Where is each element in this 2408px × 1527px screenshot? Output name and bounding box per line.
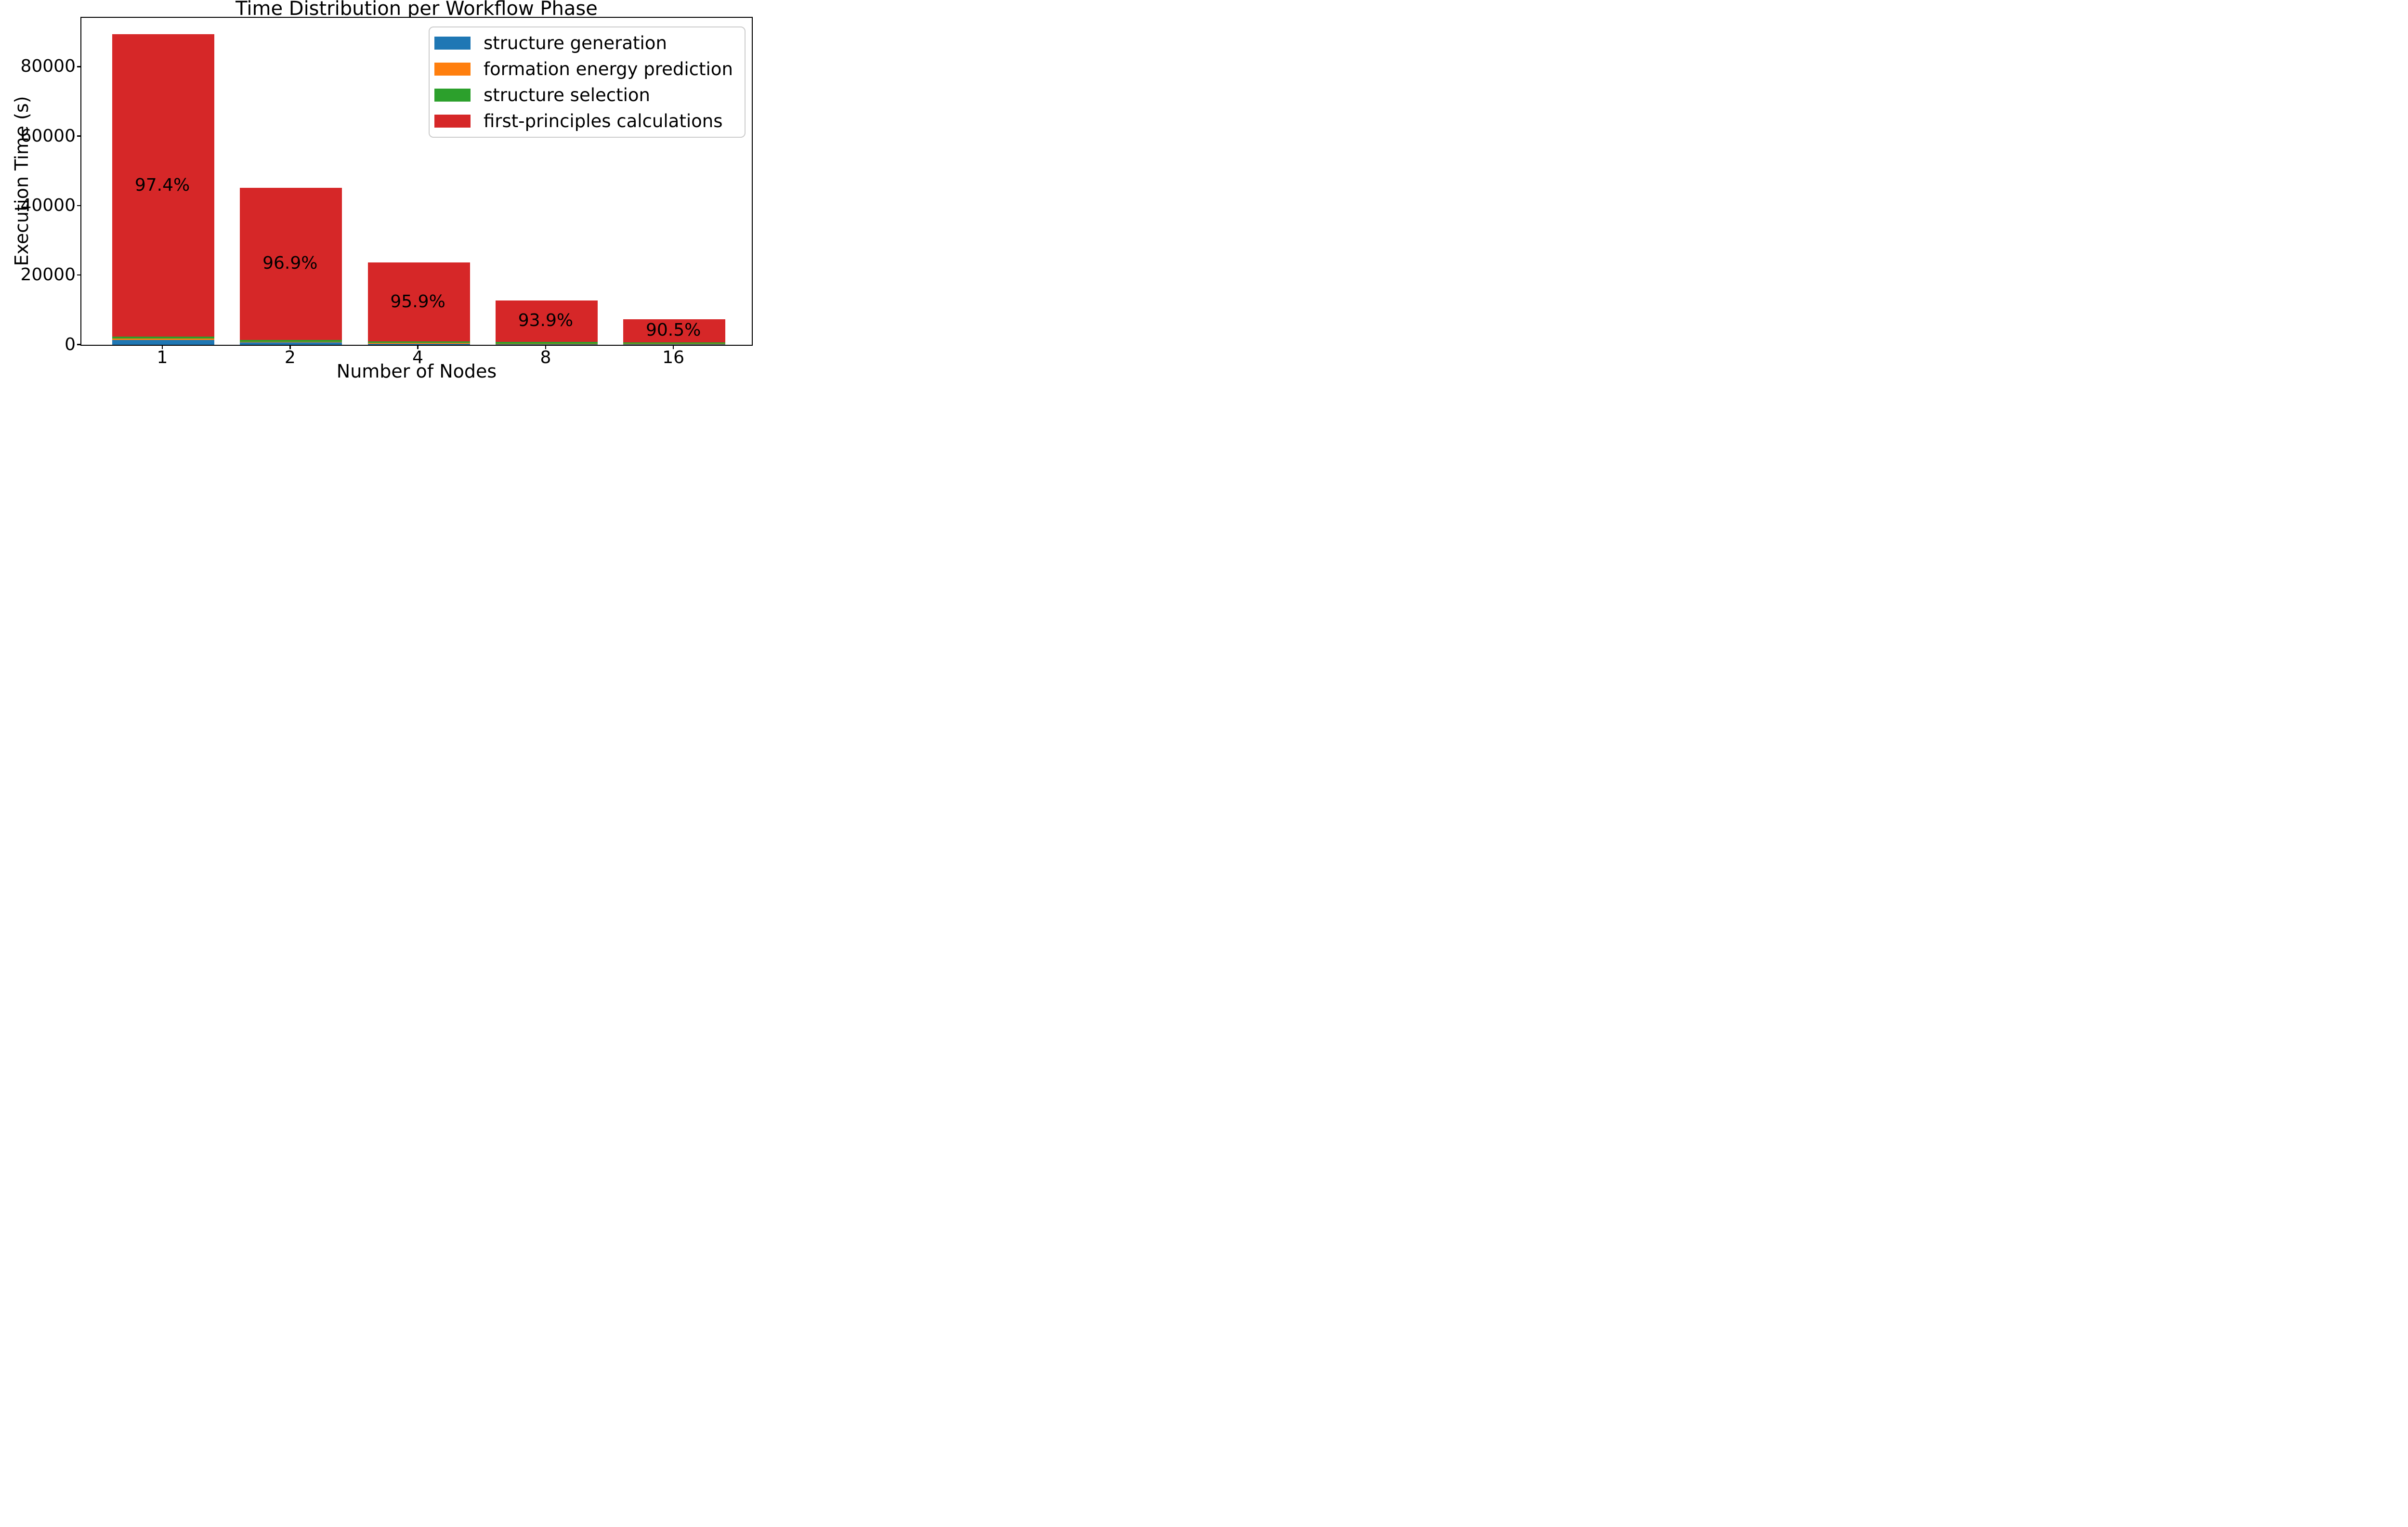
bar-segment-formation-energy-prediction bbox=[240, 341, 342, 343]
legend-swatch bbox=[434, 37, 471, 50]
x-tick bbox=[289, 346, 291, 349]
bar-segment-structure-generation bbox=[495, 344, 598, 345]
bar-segment-first-principles-calculations bbox=[112, 34, 214, 337]
y-axis-label: Execution Time (s) bbox=[11, 96, 32, 266]
bar-segment-structure-generation bbox=[240, 342, 342, 345]
y-tick-label: 0 bbox=[65, 334, 76, 354]
bar-segment-structure-selection bbox=[623, 342, 726, 344]
x-tick-label: 8 bbox=[540, 348, 551, 367]
x-tick-label: 2 bbox=[284, 348, 296, 367]
percent-label: 93.9% bbox=[518, 311, 574, 331]
y-tick bbox=[77, 344, 80, 345]
x-tick-label: 1 bbox=[157, 348, 168, 367]
y-tick-label: 40000 bbox=[20, 195, 76, 215]
legend-swatch bbox=[434, 115, 471, 128]
x-tick-label: 16 bbox=[662, 348, 685, 367]
legend-label: structure selection bbox=[484, 85, 650, 105]
x-axis-label: Number of Nodes bbox=[336, 361, 497, 382]
bar-segment-structure-generation bbox=[112, 340, 214, 345]
legend-item: structure generation bbox=[434, 30, 740, 56]
y-tick-label: 80000 bbox=[20, 56, 76, 77]
bar-segment-structure-selection bbox=[367, 341, 470, 343]
bar-segment-structure-generation bbox=[367, 343, 470, 345]
x-tick bbox=[672, 346, 674, 349]
bar-segment-first-principles-calculations bbox=[623, 319, 726, 342]
percent-label: 97.4% bbox=[134, 175, 190, 195]
bar-segment-first-principles-calculations bbox=[495, 300, 598, 342]
legend-swatch bbox=[434, 89, 471, 102]
y-tick bbox=[77, 135, 80, 137]
percent-label: 95.9% bbox=[390, 291, 445, 312]
x-tick bbox=[161, 346, 163, 349]
bar-segment-first-principles-calculations bbox=[367, 262, 470, 341]
x-tick-label: 4 bbox=[412, 348, 424, 367]
legend-item: first-principles calculations bbox=[434, 108, 740, 134]
bar-segment-structure-selection bbox=[495, 342, 598, 344]
legend-item: formation energy prediction bbox=[434, 56, 740, 82]
chart-title: Time Distribution per Workflow Phase bbox=[236, 0, 598, 20]
legend-swatch bbox=[434, 63, 471, 76]
y-tick bbox=[77, 274, 80, 276]
bar-segment-structure-selection bbox=[112, 337, 214, 339]
bar-segment-structure-selection bbox=[240, 339, 342, 342]
figure: Time Distribution per Workflow Phase Exe… bbox=[0, 0, 755, 383]
legend-item: structure selection bbox=[434, 82, 740, 108]
percent-label: 96.9% bbox=[262, 253, 318, 274]
y-tick bbox=[77, 66, 80, 67]
x-tick bbox=[545, 346, 547, 349]
bar-segment-first-principles-calculations bbox=[240, 188, 342, 340]
percent-label: 90.5% bbox=[646, 320, 701, 340]
y-tick bbox=[77, 205, 80, 207]
x-tick bbox=[417, 346, 419, 349]
bar-segment-formation-energy-prediction bbox=[112, 338, 214, 340]
y-tick-label: 20000 bbox=[20, 265, 76, 285]
legend: structure generation formation energy pre… bbox=[429, 26, 746, 138]
legend-label: first-principles calculations bbox=[484, 111, 723, 131]
bar-segment-structure-generation bbox=[623, 344, 726, 345]
y-tick-label: 60000 bbox=[20, 126, 76, 146]
legend-label: formation energy prediction bbox=[484, 59, 733, 79]
legend-label: structure generation bbox=[484, 33, 667, 53]
